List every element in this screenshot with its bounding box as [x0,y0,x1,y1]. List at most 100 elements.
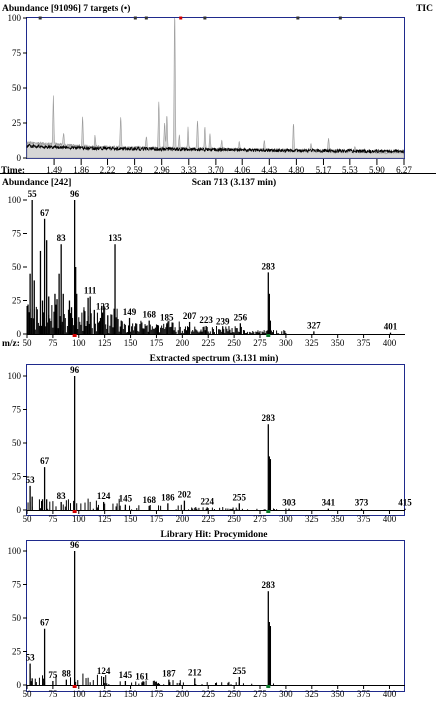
y-tick-label: 75 [12,580,22,590]
time-axis-label: Time: [1,166,25,176]
precursor-marker [72,685,77,688]
scan-spectrum-panel: Abundance [242] Scan 713 (3.137 min) 100… [2,177,405,349]
peak-label: 96 [70,540,80,550]
tic-x-tick-label: 2.22 [100,165,116,175]
tic-target-marker [133,16,137,20]
x-tick-label: 400 [383,338,397,348]
tic-x-tick-label: 4.06 [234,165,250,175]
peak-label: 96 [70,365,80,375]
tic-y-tick-label: 0 [17,153,22,163]
peak-label: 255 [233,492,247,502]
extracted-spectrum-panel: Extracted spectrum (3.131 min) 100 75 50 25… [8,353,413,524]
peak-label: 124 [97,666,111,676]
peak-label: 373 [355,498,369,508]
peak-label: 124 [97,491,111,501]
peak-label: 415 [398,498,412,508]
tic-y-tick-label: 75 [12,48,22,58]
peak-label: 145 [119,670,133,680]
x-tick-label: 325 [305,514,319,524]
tic-x-tick-label: 1.49 [46,165,62,175]
peak-label: 123 [96,302,110,312]
tic-y-tick-label: 25 [12,118,22,128]
peak-label: 185 [160,312,174,322]
y-tick-label: 50 [12,262,22,272]
x-tick-label: 300 [279,689,293,699]
tic-target-marker [296,16,300,20]
peak-label: 327 [307,320,321,330]
peak-label: 256 [234,312,248,322]
peak-label: 55 [28,189,38,199]
tic-x-tick-label: 4.43 [261,165,277,175]
y-tick-label: 75 [12,405,22,415]
tic-panel: Abundance [91096] 7 targets (•) TIC Time… [0,3,436,176]
peak-label: 149 [123,307,137,317]
x-tick-label: 275 [253,338,267,348]
peak-label: 168 [142,495,156,505]
tic-target-marker [179,16,183,20]
x-tick-label: 225 [201,689,215,699]
x-tick-label: 250 [227,514,241,524]
x-tick-label: 325 [305,338,319,348]
x-tick-label: 375 [357,689,371,699]
precursor-marker [72,510,77,513]
x-tick-label: 325 [305,689,319,699]
x-tick-label: 225 [201,514,215,524]
tic-label: TIC [416,4,433,14]
tic-x-tick-label: 5.17 [316,165,332,175]
tic-x-tick-label: 1.86 [73,165,89,175]
tic-x-tick-label: 5.53 [342,165,358,175]
x-tick-label: 350 [331,338,345,348]
x-tick-label: 225 [201,338,215,348]
x-tick-label: 300 [279,514,293,524]
tic-chromatogram-trace [26,17,405,159]
tic-x-tick-label: 4.80 [289,165,305,175]
peak-label: 83 [57,233,67,243]
x-tick-label: 100 [72,338,86,348]
y-tick-label: 0 [17,329,22,339]
tic-y-tick-label: 50 [12,83,22,93]
extracted-title: Extracted spectrum (3.131 min) [150,353,279,364]
ion-marker [266,334,271,337]
peak-label: 83 [57,491,67,501]
x-tick-label: 150 [124,689,138,699]
peak-label: 212 [188,667,202,677]
y-tick-label: 0 [17,505,22,515]
x-tick-label: 250 [227,689,241,699]
tic-y-tick-label: 100 [8,13,22,23]
peak-label: 187 [162,669,176,679]
tic-target-marker [38,16,42,20]
tic-target-marker [338,16,342,20]
x-tick-label: 350 [331,689,345,699]
peak-label: 223 [199,315,213,325]
y-tick-label: 25 [12,296,22,306]
peak-label: 186 [161,492,175,502]
tic-x-tick-label: 3.33 [181,165,197,175]
x-tick-label: 150 [124,338,138,348]
tic-x-tick-label: 2.59 [127,165,143,175]
peak-label: 67 [40,618,50,628]
y-tick-label: 0 [17,680,22,690]
x-tick-label: 250 [227,338,241,348]
x-tick-label: 175 [150,514,164,524]
y-tick-label: 100 [8,371,22,381]
peak-label: 67 [40,456,50,466]
tic-x-tick-label: 2.96 [154,165,170,175]
x-tick-label: 50 [23,689,33,699]
peak-label: 341 [322,498,336,508]
tic-x-tick-label: 5.90 [369,165,385,175]
x-tick-label: 75 [48,338,58,348]
spectrum-frame [26,540,405,692]
x-tick-label: 125 [98,689,112,699]
x-tick-label: 50 [23,338,33,348]
y-tick-label: 25 [12,472,22,482]
x-tick-label: 200 [176,514,190,524]
x-tick-label: 275 [253,514,267,524]
x-tick-label: 375 [357,338,371,348]
scan-abundance-label: Abundance [242] [2,178,71,188]
peak-label: 283 [262,413,276,423]
x-tick-label: 100 [72,514,86,524]
x-tick-label: 50 [23,514,33,524]
peak-label: 75 [48,670,58,680]
peak-label: 207 [183,311,197,321]
